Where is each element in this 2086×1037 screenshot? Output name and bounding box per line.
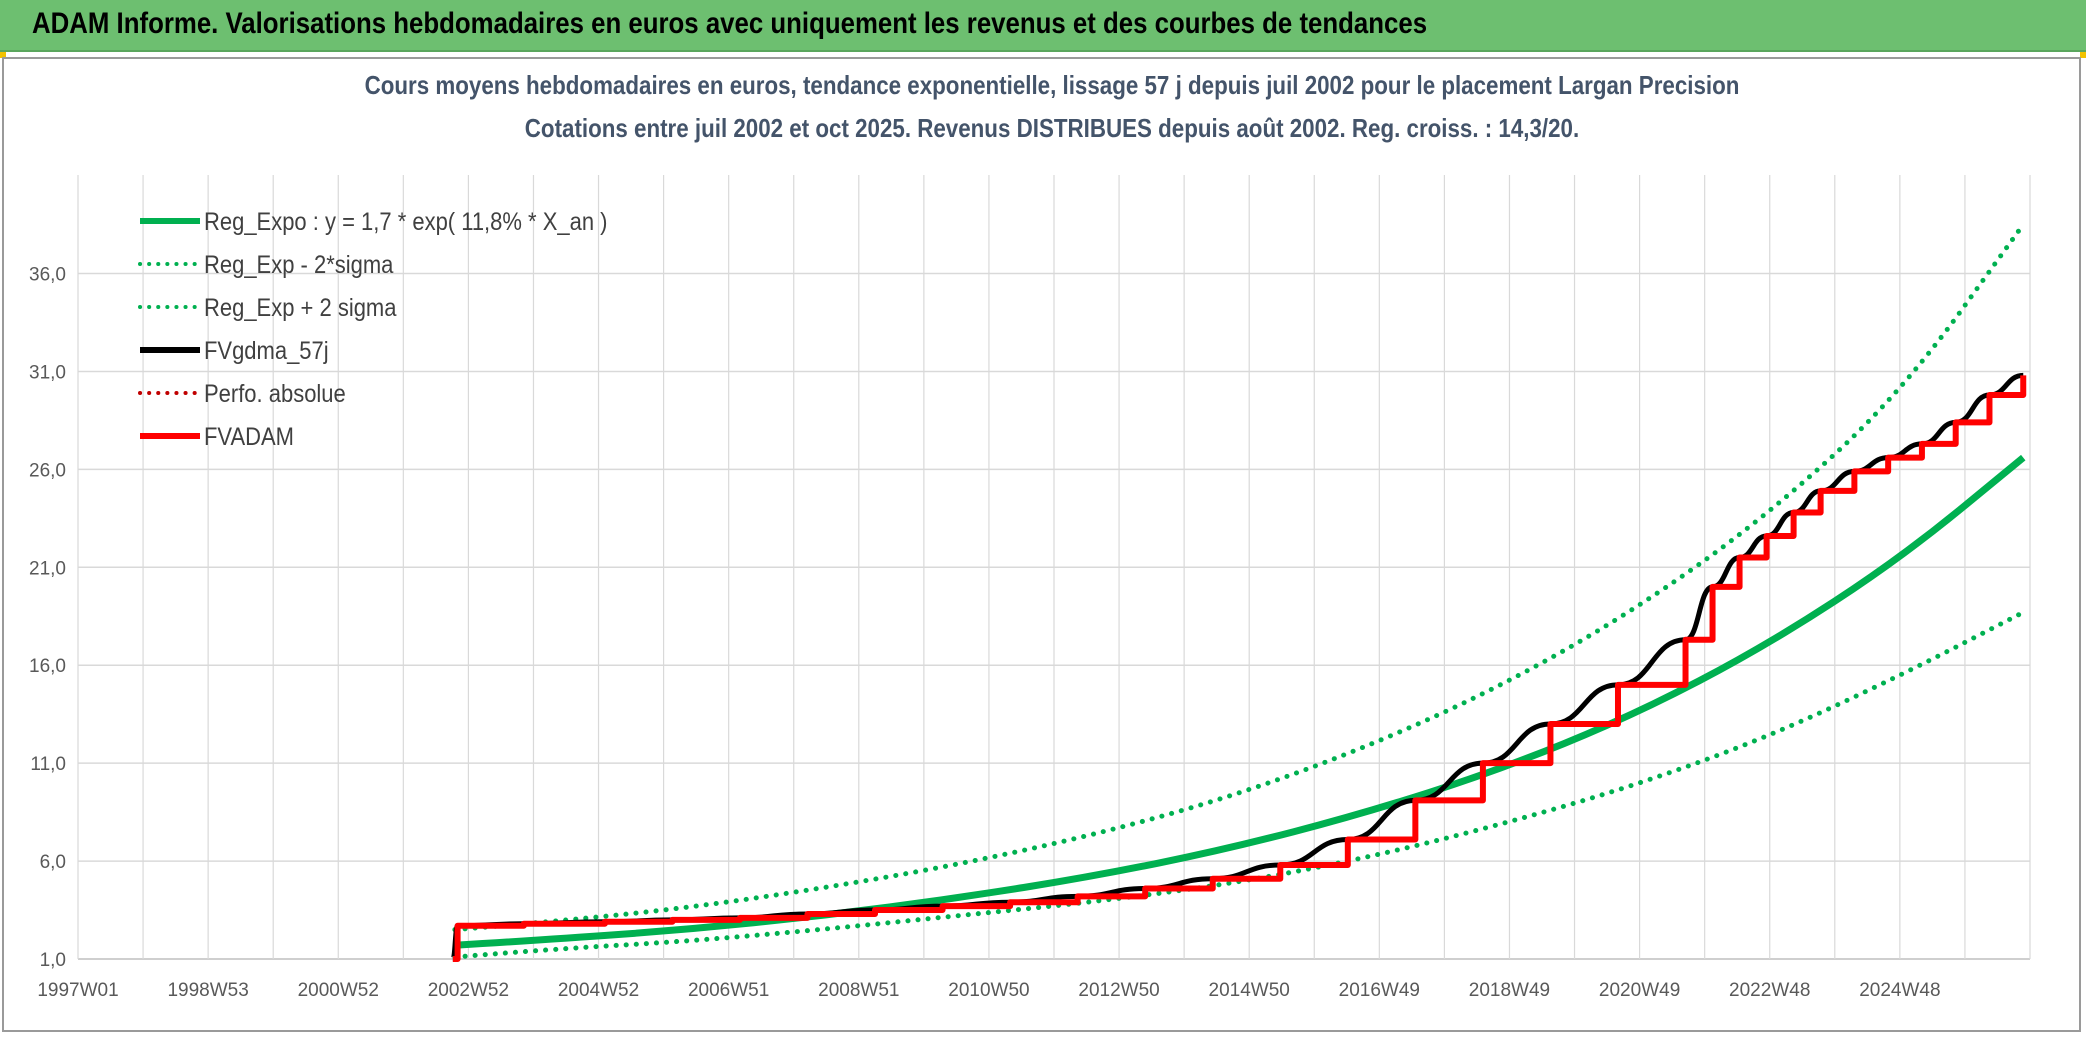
- x-tick-label: 2016W49: [1339, 980, 1420, 1001]
- x-tick-label: 2018W49: [1469, 980, 1550, 1001]
- legend-entry: Reg_Exp + 2 sigma: [204, 294, 397, 322]
- series-line-reg-expo-y-1-7-exp-11-8-x-an: [454, 454, 2026, 949]
- legend: Reg_Expo : y = 1,7 * exp( 11,8% * X_an )…: [138, 208, 608, 451]
- y-tick-label: 36,0: [29, 265, 66, 286]
- series-line-fvgdma-57j: [450, 372, 2024, 962]
- legend-entry: Reg_Exp - 2*sigma: [204, 251, 394, 279]
- x-tick-label: 2012W50: [1078, 980, 1159, 1001]
- x-tick-label: 2014W50: [1209, 980, 1290, 1001]
- legend-entry: FVgdma_57j: [204, 337, 329, 365]
- x-tick-label: 2008W51: [818, 980, 899, 1001]
- x-tick-label: 1997W01: [37, 980, 118, 1001]
- y-tick-label: 1,0: [40, 950, 66, 971]
- chart-svg: Cours moyens hebdomadaires en euros, ten…: [29, 71, 2031, 1001]
- corner-marker-right: [2080, 52, 2086, 58]
- x-tick-label: 2006W51: [688, 980, 769, 1001]
- y-tick-label: 6,0: [40, 852, 66, 873]
- y-tick-label: 21,0: [29, 558, 66, 579]
- chart-subtitle: Cotations entre juil 2002 et oct 2025. R…: [525, 114, 1579, 143]
- report-title: ADAM Informe. Valorisations hebdomadaire…: [32, 7, 1428, 40]
- series-line-fvadam: [452, 375, 2027, 962]
- y-tick-label: 31,0: [29, 362, 66, 383]
- series-line-reg-exp-2-sigma: [452, 609, 2026, 960]
- x-tick-label: 1998W53: [167, 980, 248, 1001]
- legend-entry: Reg_Expo : y = 1,7 * exp( 11,8% * X_an ): [204, 208, 608, 236]
- report-header: ADAM Informe. Valorisations hebdomadaire…: [0, 0, 2086, 52]
- x-tick-label: 2002W52: [428, 980, 509, 1001]
- chart-title: Cours moyens hebdomadaires en euros, ten…: [365, 71, 1740, 100]
- x-axis-ticks: 1997W01 1998W53 2000W52 2002W52 2004W52 2006W…: [37, 980, 1940, 1001]
- x-tick-label: 2022W48: [1729, 980, 1810, 1001]
- series-line-reg-exp-2-sigma: [452, 222, 2026, 933]
- x-tick-label: 2020W49: [1599, 980, 1680, 1001]
- y-axis-ticks: 1,0 6,0 11,0 16,0 21,0 26,0 31,0 36,0: [29, 265, 66, 971]
- y-tick-label: 16,0: [29, 656, 66, 677]
- y-tick-label: 11,0: [30, 754, 66, 775]
- series-lines: [450, 222, 2027, 962]
- y-tick-label: 26,0: [29, 460, 66, 481]
- legend-entry: FVADAM: [204, 423, 294, 451]
- legend-entry: Perfo. absolue: [204, 380, 346, 408]
- x-tick-label: 2010W50: [948, 980, 1029, 1001]
- x-tick-label: 2004W52: [558, 980, 639, 1001]
- chart-area: Cours moyens hebdomadaires en euros, ten…: [2, 57, 2081, 1032]
- x-tick-label: 2000W52: [298, 980, 379, 1001]
- corner-marker-left: [0, 52, 6, 58]
- x-tick-label: 2024W48: [1859, 980, 1940, 1001]
